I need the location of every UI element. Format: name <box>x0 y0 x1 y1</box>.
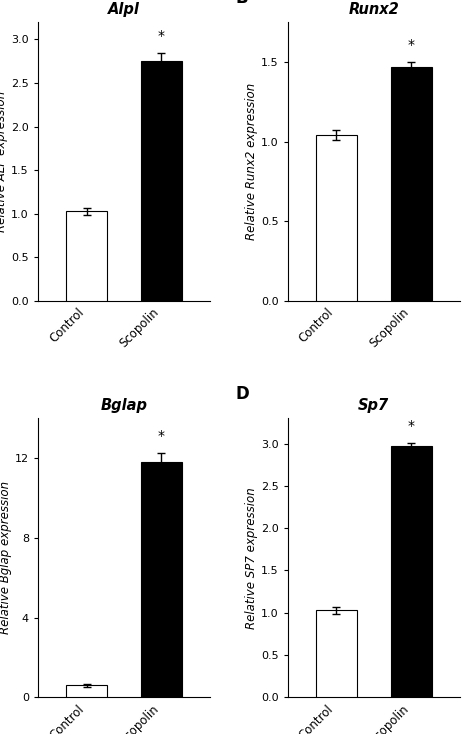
Text: B: B <box>236 0 248 7</box>
Y-axis label: Relative ALP expression: Relative ALP expression <box>0 91 9 232</box>
Bar <box>391 67 432 301</box>
Y-axis label: Relative Bglap expression: Relative Bglap expression <box>0 482 12 634</box>
Bar <box>141 462 182 697</box>
Title: Runx2: Runx2 <box>348 1 399 17</box>
Title: Bglap: Bglap <box>100 398 147 413</box>
Text: *: * <box>158 429 165 443</box>
Bar <box>316 135 357 301</box>
Bar <box>316 610 357 697</box>
Bar <box>141 61 182 301</box>
Bar <box>66 211 107 301</box>
Text: D: D <box>236 385 250 403</box>
Text: *: * <box>408 38 415 52</box>
Y-axis label: Relative Runx2 expression: Relative Runx2 expression <box>245 83 258 240</box>
Text: *: * <box>408 419 415 433</box>
Bar <box>66 686 107 697</box>
Title: Sp7: Sp7 <box>358 398 389 413</box>
Y-axis label: Relative SP7 expression: Relative SP7 expression <box>245 487 258 628</box>
Text: *: * <box>158 29 165 43</box>
Bar <box>391 446 432 697</box>
Title: Alpl: Alpl <box>108 1 140 17</box>
